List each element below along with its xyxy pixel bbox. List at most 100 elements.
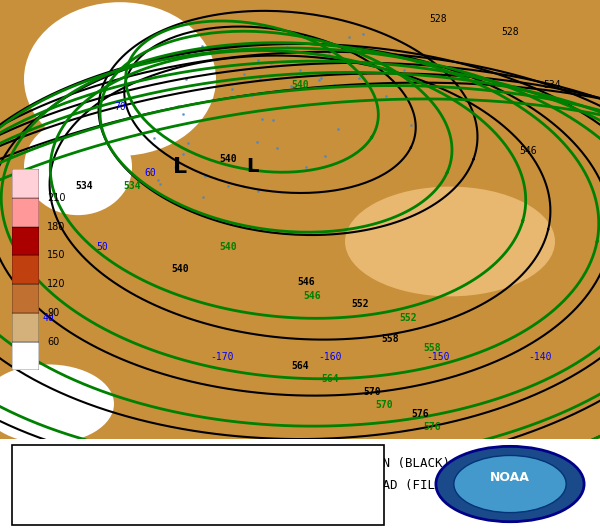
Point — [301, 163, 311, 172]
Text: 540: 540 — [171, 264, 189, 274]
Text: L: L — [246, 157, 258, 176]
Text: 540: 540 — [219, 154, 237, 165]
Text: 570: 570 — [363, 387, 381, 397]
Text: 546: 546 — [519, 145, 537, 156]
Ellipse shape — [24, 2, 216, 156]
Text: 534: 534 — [123, 181, 141, 191]
Point — [329, 80, 338, 89]
Text: 90: 90 — [47, 308, 59, 318]
Text: 576: 576 — [423, 422, 441, 432]
Bar — [12, 342, 39, 370]
Point — [253, 58, 262, 66]
Point — [149, 134, 158, 142]
Point — [334, 125, 343, 133]
Text: 570: 570 — [375, 400, 393, 411]
Point — [197, 42, 207, 50]
Point — [277, 49, 287, 58]
Point — [239, 70, 249, 78]
Point — [223, 182, 233, 190]
Point — [241, 44, 251, 52]
Point — [154, 176, 163, 184]
FancyBboxPatch shape — [12, 445, 384, 525]
Text: -160: -160 — [318, 352, 342, 362]
Text: 528: 528 — [429, 14, 447, 24]
Point — [252, 138, 262, 147]
Text: 540: 540 — [291, 80, 309, 90]
Text: 564: 564 — [321, 374, 339, 384]
Bar — [12, 169, 39, 198]
Text: -170: -170 — [210, 352, 234, 362]
Bar — [12, 284, 39, 313]
Point — [198, 193, 208, 201]
Text: 70: 70 — [114, 102, 126, 112]
Text: 150: 150 — [47, 250, 65, 260]
Point — [325, 49, 334, 58]
Bar — [12, 313, 39, 342]
Point — [358, 30, 368, 39]
Text: 534: 534 — [75, 181, 93, 191]
Point — [211, 68, 221, 77]
Text: 558: 558 — [423, 343, 441, 353]
Point — [287, 81, 296, 90]
Text: DOC/NOAA/NWS/NCEP/WPC: DOC/NOAA/NWS/NCEP/WPC — [18, 508, 160, 518]
Point — [381, 92, 391, 101]
Point — [253, 186, 263, 195]
Bar — [12, 227, 39, 256]
Text: 546: 546 — [303, 290, 321, 300]
Ellipse shape — [24, 118, 132, 215]
Text: -140: -140 — [528, 352, 552, 362]
Point — [178, 150, 188, 159]
Ellipse shape — [454, 455, 566, 513]
Bar — [12, 256, 39, 284]
Text: TUE 250513/1200V168  12Z ENS SPREAD (FILLED): TUE 250513/1200V168 12Z ENS SPREAD (FILL… — [135, 479, 465, 491]
Point — [155, 180, 165, 188]
Text: ISSUED: 1949Z TUE MAY 06 2025: ISSUED: 1949Z TUE MAY 06 2025 — [18, 464, 214, 475]
Text: 60: 60 — [144, 168, 156, 178]
Ellipse shape — [436, 446, 584, 522]
Point — [184, 139, 193, 147]
Point — [272, 143, 282, 152]
Text: 210: 210 — [47, 193, 65, 203]
Point — [295, 66, 305, 75]
Text: 534: 534 — [543, 80, 561, 90]
Point — [344, 33, 354, 41]
Point — [406, 121, 416, 129]
Point — [247, 91, 257, 99]
Point — [178, 110, 188, 118]
Text: TUE 250513/1200V168  12Z ENSMEAN (BLACK): TUE 250513/1200V168 12Z ENSMEAN (BLACK) — [150, 457, 450, 470]
Text: 528: 528 — [501, 27, 519, 37]
Point — [399, 66, 409, 75]
Point — [355, 74, 364, 82]
Point — [173, 52, 183, 60]
Text: -150: -150 — [426, 352, 450, 362]
Text: 552: 552 — [399, 313, 417, 323]
Text: L: L — [173, 157, 187, 177]
Point — [200, 172, 209, 180]
Bar — [12, 198, 39, 227]
Text: WPC DAY 7 500 MB FCST (GREEN): WPC DAY 7 500 MB FCST (GREEN) — [18, 450, 214, 460]
Text: 180: 180 — [47, 222, 65, 232]
Text: 60: 60 — [47, 336, 59, 346]
Point — [290, 48, 299, 56]
Text: 120: 120 — [47, 279, 65, 289]
Ellipse shape — [0, 364, 114, 443]
Text: 540: 540 — [219, 242, 237, 252]
Point — [314, 76, 324, 84]
Text: VALID:12Z TUE MAY 13 2025: VALID:12Z TUE MAY 13 2025 — [18, 479, 187, 489]
Point — [227, 85, 237, 93]
Text: NOAA: NOAA — [490, 471, 530, 484]
Point — [409, 93, 419, 102]
Point — [256, 75, 265, 83]
Point — [292, 70, 301, 79]
Text: 50: 50 — [96, 242, 108, 252]
Point — [266, 59, 275, 68]
Point — [282, 43, 292, 51]
Point — [320, 152, 329, 160]
Ellipse shape — [345, 187, 555, 296]
Point — [170, 163, 180, 171]
Text: FCSTR: KONG: FCSTR: KONG — [18, 494, 92, 504]
Point — [257, 114, 267, 123]
Text: 564: 564 — [291, 361, 309, 371]
Text: 558: 558 — [381, 334, 399, 344]
Point — [181, 75, 191, 83]
